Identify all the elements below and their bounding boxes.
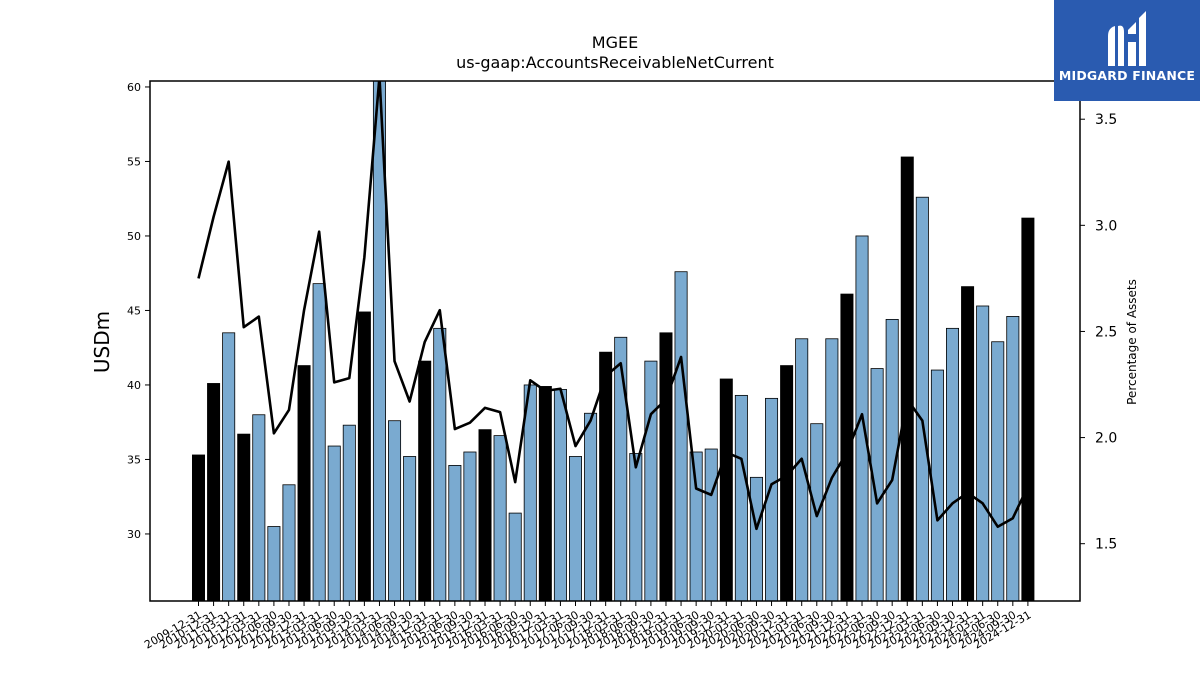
y2-tick-label: 3.0: [1095, 218, 1117, 234]
y-axis-label: USDm: [90, 311, 114, 373]
bar-2011-09-30: [297, 365, 311, 601]
bar-2015-03-31: [508, 512, 522, 601]
bar-2022-06-30: [946, 327, 960, 601]
axes: 303540455055601.52.02.53.03.52009-12-312…: [127, 80, 1117, 652]
y2-tick-label: 2.0: [1095, 431, 1117, 447]
bar-2019-12-31: [795, 338, 809, 601]
y-tick-label: 40: [127, 379, 141, 392]
y2-tick-label: 2.5: [1095, 324, 1117, 340]
bar-2012-12-31: [372, 81, 386, 601]
y2-tick-label: 3.5: [1095, 112, 1117, 128]
y-tick-label: 35: [127, 453, 141, 466]
y-tick-label: 30: [127, 528, 141, 541]
bar-2018-03-31: [689, 451, 703, 601]
y-tick-label: 60: [127, 81, 141, 94]
chart-title: MGEE: [592, 33, 638, 52]
bar-2016-03-31: [569, 456, 583, 601]
bar-2017-03-31: [629, 453, 643, 601]
bar-2021-12-31: [915, 196, 929, 601]
bar-2017-06-30: [644, 360, 658, 601]
bar-2019-03-31: [749, 476, 763, 601]
bar-2022-12-31: [976, 305, 990, 601]
bar-2015-12-31: [553, 389, 567, 601]
y2-tick-label: 1.5: [1095, 537, 1117, 553]
bar-2010-03-31: [207, 383, 221, 601]
logo-mark-icon: [1108, 11, 1146, 67]
bar-2010-06-30: [222, 332, 236, 601]
line-series: [197, 81, 1030, 531]
bar-2023-03-31: [991, 341, 1005, 601]
bar-2014-09-30: [478, 429, 492, 601]
bar-2016-09-30: [599, 351, 613, 601]
bar-2014-12-31: [493, 435, 507, 601]
bar-2010-09-30: [237, 433, 251, 601]
bar-2014-06-30: [463, 451, 477, 601]
bar-2021-03-31: [870, 368, 884, 601]
bar-2012-09-30: [357, 311, 371, 601]
bar-2019-09-30: [780, 365, 794, 601]
bar-2013-09-30: [418, 360, 432, 601]
bar-2021-09-30: [900, 156, 914, 601]
bar-2021-06-30: [885, 318, 899, 601]
plot-frame: [149, 80, 1081, 602]
bar-2011-03-31: [267, 526, 281, 601]
bar-2017-09-30: [659, 332, 673, 601]
bar-2012-06-30: [342, 424, 356, 601]
bar-2016-06-30: [584, 412, 598, 601]
bar-2013-12-31: [433, 327, 447, 601]
bar-2009-12-31: [191, 454, 205, 601]
bar-2011-06-30: [282, 484, 296, 601]
bar-2013-06-30: [403, 456, 417, 601]
bar-2020-09-30: [840, 293, 854, 601]
chart-subtitle: us-gaap:AccountsReceivableNetCurrent: [456, 53, 774, 72]
brand-logo: MIDGARD FINANCE: [1054, 0, 1200, 101]
bar-2023-09-30: [1021, 217, 1035, 601]
bar-2022-09-30: [961, 286, 975, 601]
bar-2016-12-31: [614, 336, 628, 601]
bar-2018-09-30: [719, 378, 733, 601]
bar-2014-03-31: [448, 465, 462, 601]
bar-series: [191, 81, 1035, 601]
bar-2015-09-30: [538, 386, 552, 601]
bar-2013-03-31: [388, 420, 402, 601]
bar-2017-12-31: [674, 271, 688, 601]
bar-2023-06-30: [1006, 316, 1020, 601]
y2-axis-label: Percentage of Assets: [1125, 279, 1139, 405]
percentage-line: [197, 81, 1030, 531]
bar-2012-03-31: [327, 445, 341, 601]
y-tick-label: 55: [127, 155, 141, 168]
bar-2018-12-31: [734, 394, 748, 601]
y-tick-label: 45: [127, 304, 141, 317]
logo-text: MIDGARD FINANCE: [1058, 68, 1196, 83]
bar-2011-12-31: [312, 283, 326, 601]
y-tick-label: 50: [127, 230, 141, 243]
bar-2010-12-31: [252, 414, 266, 601]
bar-2018-06-30: [704, 448, 718, 601]
